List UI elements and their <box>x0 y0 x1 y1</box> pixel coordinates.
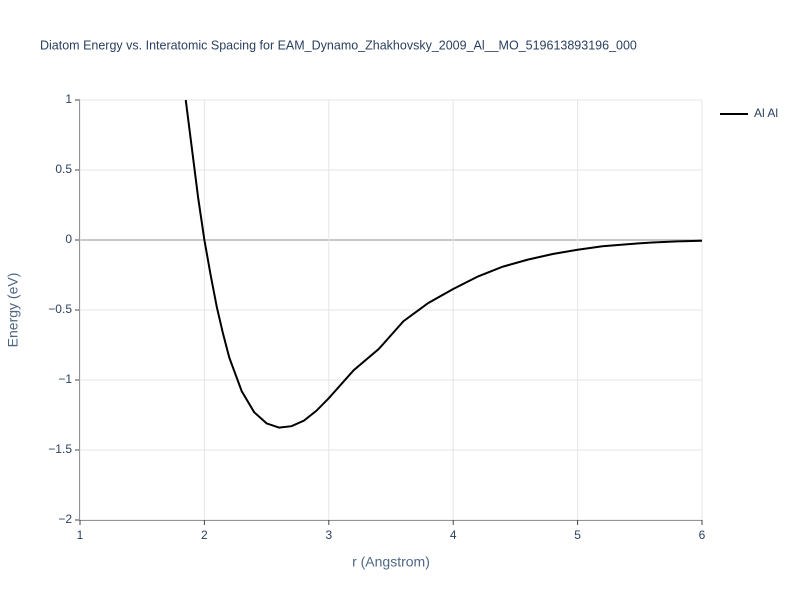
y-tick-label: −1 <box>58 372 72 386</box>
x-tick-label: 2 <box>201 528 208 542</box>
y-tick-label: −0.5 <box>48 302 72 316</box>
x-tick-label: 3 <box>325 528 332 542</box>
y-tick-label: −1.5 <box>48 442 72 456</box>
x-tick-label: 6 <box>699 528 706 542</box>
y-axis-title: Energy (eV) <box>5 273 21 348</box>
y-tick-label: −2 <box>58 512 72 526</box>
y-tick-label: 1 <box>65 92 72 106</box>
y-tick-label: 0 <box>65 232 72 246</box>
x-axis-title: r (Angstrom) <box>352 554 430 570</box>
x-tick-label: 5 <box>574 528 581 542</box>
y-tick-label: 0.5 <box>55 162 72 176</box>
x-tick-label: 4 <box>450 528 457 542</box>
x-tick-label: 1 <box>77 528 84 542</box>
legend-label: Al Al <box>754 106 778 120</box>
series-line <box>184 99 703 429</box>
chart-title: Diatom Energy vs. Interatomic Spacing fo… <box>40 38 637 52</box>
